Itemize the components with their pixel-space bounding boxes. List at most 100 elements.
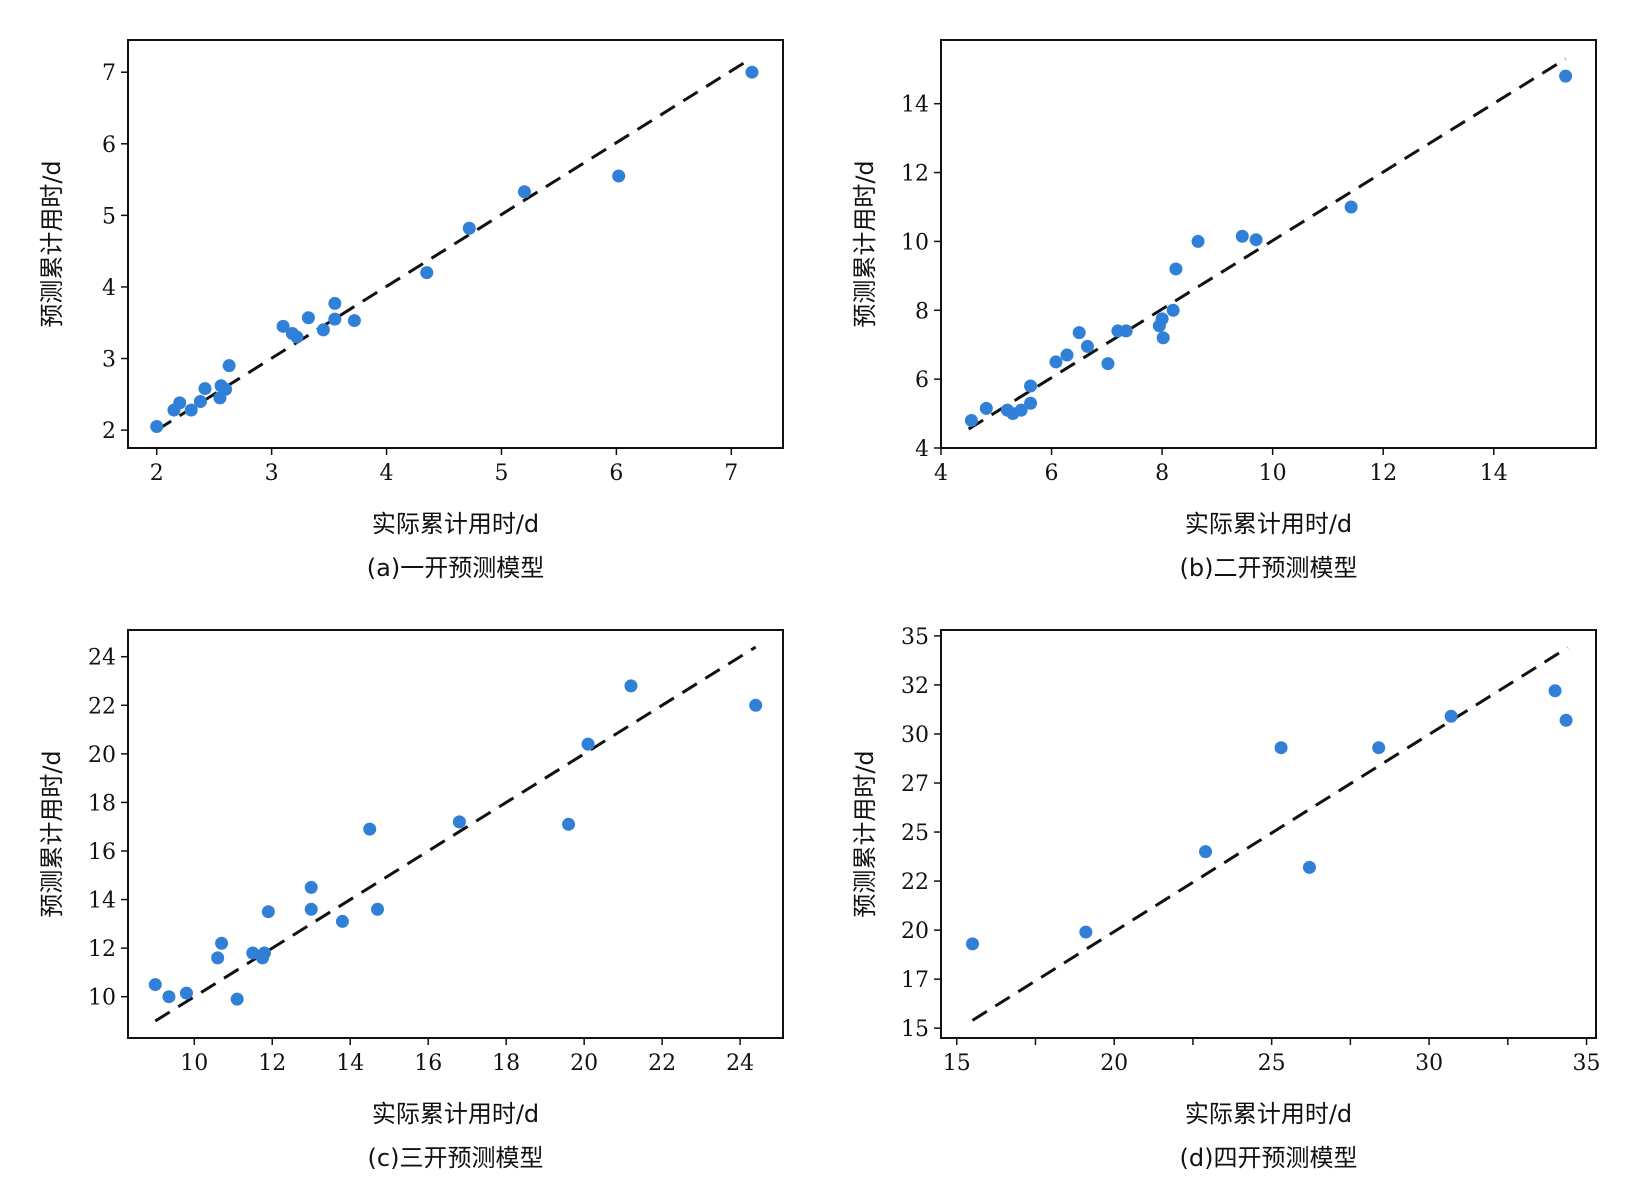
data-point <box>363 822 377 836</box>
data-point <box>261 905 275 919</box>
data-point <box>1155 312 1169 326</box>
data-point <box>316 323 330 337</box>
data-point <box>517 185 531 199</box>
y-tick-label: 22 <box>88 694 116 719</box>
y-tick-label: 15 <box>901 1017 929 1042</box>
data-point <box>198 382 212 396</box>
data-point <box>219 382 233 396</box>
subplot-caption: (b)二开预测模型 <box>1180 554 1358 582</box>
y-tick-label: 35 <box>901 625 929 650</box>
data-point <box>1235 229 1249 243</box>
x-tick-label: 25 <box>1258 1051 1286 1076</box>
y-tick-label: 4 <box>102 276 116 301</box>
x-axis-label: 实际累计用时/d <box>372 510 539 538</box>
x-axis-label: 实际累计用时/d <box>1185 510 1352 538</box>
y-tick-label: 6 <box>915 368 929 393</box>
x-axis-label: 实际累计用时/d <box>372 1100 539 1128</box>
x-axis-label: 实际累计用时/d <box>1185 1100 1352 1128</box>
data-point <box>1119 324 1133 338</box>
x-tick-label: 3 <box>265 461 279 486</box>
x-tick-label: 4 <box>380 461 394 486</box>
x-tick-label: 4 <box>934 461 948 486</box>
data-point <box>211 951 225 965</box>
data-point <box>1302 860 1316 874</box>
data-point <box>328 296 342 310</box>
subplot-d: 15 20 25 30 35 15 17 20 22 25 27 30 32 35 实际累计用时/d 预测累计… <box>851 625 1601 1172</box>
plot-frame <box>127 39 784 449</box>
plot-frame <box>940 629 1597 1039</box>
data-point <box>230 992 244 1006</box>
data-point <box>1024 396 1038 410</box>
data-point <box>347 314 361 328</box>
data-point <box>1548 684 1562 698</box>
data-point <box>1199 845 1213 859</box>
data-point <box>1072 326 1086 340</box>
subplot-c: 10 12 14 16 18 20 22 24 10 12 14 16 18 20 22 24 实际累计用时/d… <box>38 629 784 1172</box>
data-point <box>581 737 595 751</box>
x-tick-label: 15 <box>943 1051 971 1076</box>
plot-frame <box>127 629 784 1039</box>
data-point <box>1169 262 1183 276</box>
y-tick-label: 10 <box>88 986 116 1011</box>
x-tick-label: 20 <box>1100 1051 1128 1076</box>
y-tick-label: 5 <box>102 204 116 229</box>
data-point <box>304 880 318 894</box>
reference-line <box>971 646 1569 1022</box>
y-tick-label: 27 <box>901 772 929 797</box>
x-tick-label: 6 <box>609 461 623 486</box>
x-tick-label: 35 <box>1573 1051 1601 1076</box>
data-point <box>462 221 476 235</box>
data-point <box>1156 331 1170 345</box>
data-point <box>745 65 759 79</box>
data-point <box>328 312 342 326</box>
subplot-caption: (d)四开预测模型 <box>1180 1144 1358 1172</box>
subplot-a: 2 3 4 5 6 7 2 3 4 5 6 7 实际累计用时/d 预测累计用时/d (a)一开预测模型 <box>38 39 784 582</box>
x-tick-label: 12 <box>258 1051 286 1076</box>
x-tick-label: 24 <box>726 1051 754 1076</box>
y-axis-label: 预测累计用时/d <box>851 160 879 327</box>
data-point <box>1060 348 1074 362</box>
data-point <box>148 978 162 992</box>
data-point <box>162 990 176 1004</box>
data-point <box>1079 925 1093 939</box>
data-point <box>193 394 207 408</box>
data-point <box>1444 709 1458 723</box>
subplot-caption: (a)一开预测模型 <box>367 554 544 582</box>
y-axis-label: 预测累计用时/d <box>851 750 879 917</box>
y-tick-label: 22 <box>901 870 929 895</box>
x-tick-label: 20 <box>570 1051 598 1076</box>
x-tick-label: 10 <box>180 1051 208 1076</box>
data-point <box>749 698 763 712</box>
x-tick-label: 14 <box>336 1051 364 1076</box>
x-tick-label: 14 <box>1480 461 1508 486</box>
data-point <box>1191 234 1205 248</box>
data-point <box>304 902 318 916</box>
x-tick-label: 7 <box>724 461 738 486</box>
data-point <box>290 330 304 344</box>
data-point <box>215 936 229 950</box>
x-tick-label: 22 <box>648 1051 676 1076</box>
y-tick-label: 14 <box>901 93 929 118</box>
data-point <box>1249 233 1263 247</box>
data-point <box>624 679 638 693</box>
x-tick-label: 8 <box>1155 461 1169 486</box>
x-tick-label: 30 <box>1415 1051 1443 1076</box>
data-point <box>1024 379 1038 393</box>
x-tick-label: 12 <box>1369 461 1397 486</box>
x-tick-label: 10 <box>1259 461 1287 486</box>
y-tick-label: 20 <box>901 919 929 944</box>
y-tick-label: 12 <box>901 162 929 187</box>
data-point <box>1166 303 1180 317</box>
data-point <box>173 396 187 410</box>
x-tick-label: 2 <box>150 461 164 486</box>
data-point <box>1274 741 1288 755</box>
data-point <box>452 815 466 829</box>
data-point <box>150 420 164 434</box>
y-tick-label: 10 <box>901 230 929 255</box>
data-point <box>562 817 576 831</box>
data-point <box>1559 713 1573 727</box>
y-tick-label: 8 <box>915 299 929 324</box>
data-point <box>371 902 385 916</box>
x-tick-label: 16 <box>414 1051 442 1076</box>
